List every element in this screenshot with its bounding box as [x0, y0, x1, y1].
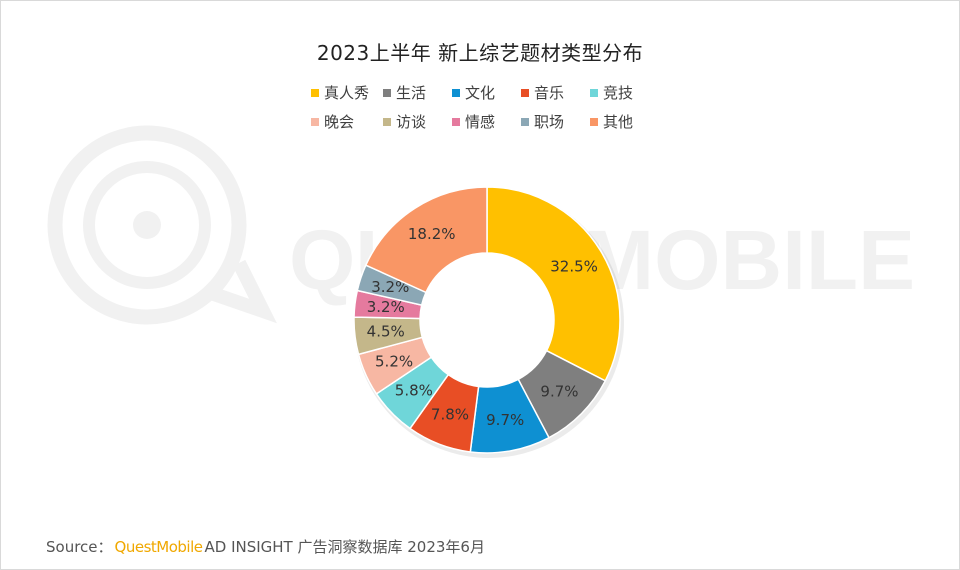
legend-item: 竞技 — [590, 82, 659, 103]
slice-value-label: 4.5% — [367, 323, 405, 341]
slice-value-label: 9.7% — [540, 382, 578, 400]
slice-value-label: 18.2% — [408, 225, 456, 243]
legend-label: 情感 — [465, 113, 496, 131]
slice-value-label: 3.2% — [371, 278, 409, 296]
slice-value-label: 7.8% — [431, 406, 469, 424]
donut-slice — [364, 186, 488, 294]
legend-swatch — [521, 88, 529, 97]
legend-item: 晚会 — [311, 111, 383, 132]
source-prefix: Source： — [46, 538, 113, 556]
legend-swatch — [383, 88, 391, 97]
watermark-logo-icon — [47, 125, 277, 325]
legend-swatch — [521, 117, 529, 126]
legend-item: 其他 — [590, 111, 659, 132]
legend-item: 访谈 — [383, 111, 452, 132]
legend-label: 其他 — [603, 113, 634, 131]
legend-swatch — [452, 88, 460, 97]
legend-label: 晚会 — [324, 113, 355, 131]
legend-label: 访谈 — [396, 113, 427, 131]
legend-swatch — [452, 117, 460, 126]
legend-label: 生活 — [396, 84, 427, 102]
legend-item: 生活 — [383, 82, 452, 103]
slice-value-label: 5.8% — [395, 382, 433, 400]
source-brand: QuestMobile — [114, 537, 203, 556]
legend-label: 竞技 — [603, 84, 634, 102]
legend-label: 文化 — [465, 84, 496, 102]
legend-swatch — [383, 117, 391, 126]
source-text: AD INSIGHT 广告洞察数据库 2023年6月 — [204, 538, 485, 556]
legend-item: 真人秀 — [311, 82, 383, 103]
slice-value-label: 5.2% — [375, 353, 413, 371]
legend-item: 文化 — [452, 82, 521, 103]
legend-swatch — [311, 117, 319, 126]
legend-swatch — [590, 88, 598, 97]
legend-swatch — [590, 117, 598, 126]
slice-value-label: 3.2% — [367, 298, 405, 316]
legend-row: 真人秀 生活 文化 音乐 竞技 — [311, 78, 711, 107]
legend-label: 真人秀 — [324, 84, 370, 102]
legend-label: 音乐 — [534, 84, 565, 102]
watermark-logo-dot-icon — [133, 211, 161, 239]
legend: 真人秀 生活 文化 音乐 竞技晚会 访谈 情感 职场 其他 — [311, 78, 711, 136]
legend-item: 情感 — [452, 111, 521, 132]
donut-hole — [420, 253, 554, 387]
donut-slice — [486, 186, 621, 382]
legend-row: 晚会 访谈 情感 职场 其他 — [311, 107, 711, 136]
source-line: Source： QuestMobile AD INSIGHT 广告洞察数据库 2… — [46, 536, 485, 557]
legend-item: 音乐 — [521, 82, 590, 103]
slice-value-label: 9.7% — [486, 411, 524, 429]
slice-value-label: 32.5% — [550, 257, 598, 275]
legend-item: 职场 — [521, 111, 590, 132]
chart-title: 2023上半年 新上综艺题材类型分布 — [316, 41, 644, 65]
legend-label: 职场 — [534, 113, 565, 131]
legend-swatch — [311, 88, 319, 97]
